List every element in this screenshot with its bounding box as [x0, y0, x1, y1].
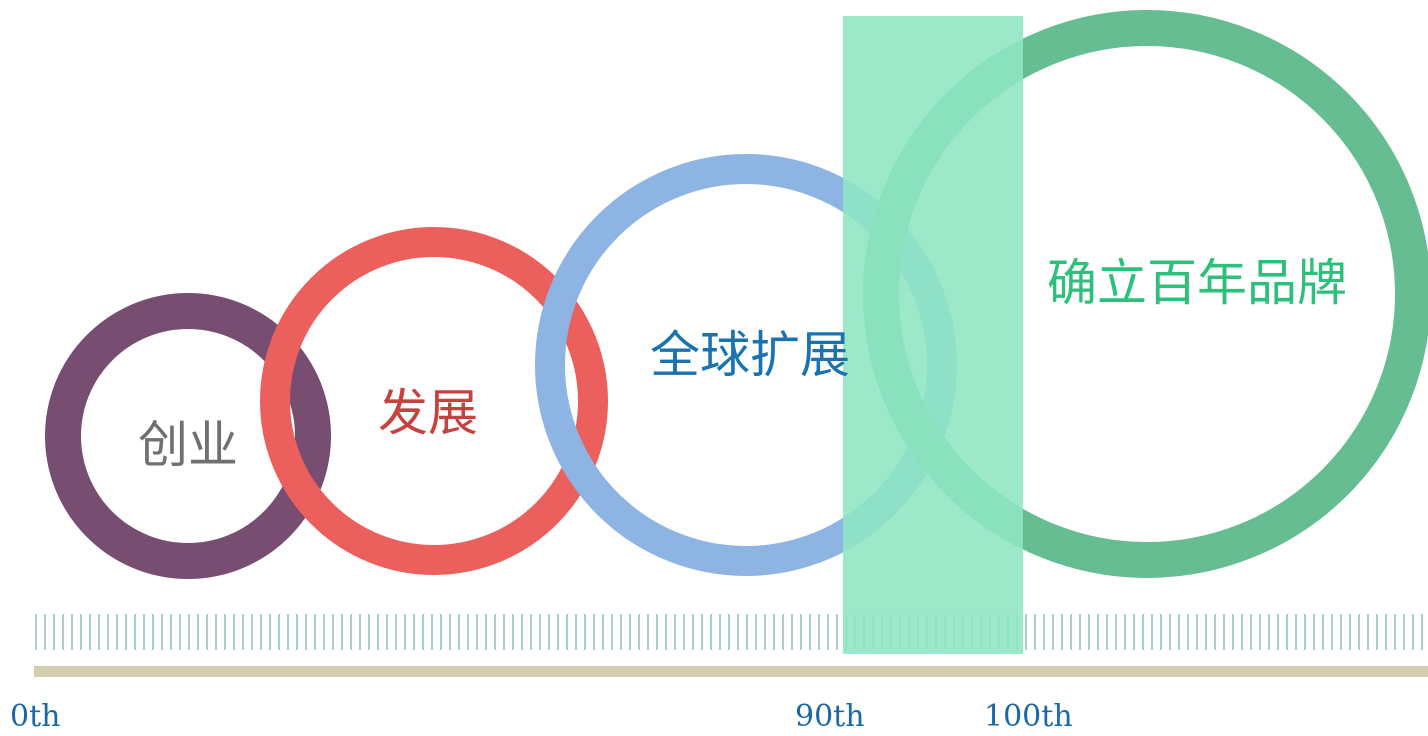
- timeline-ticks: [35, 614, 1423, 650]
- axis-label-100th: 100th: [984, 699, 1073, 734]
- stage-label-global-expansion: 全球扩展: [650, 326, 850, 384]
- axis-label-start: 0th: [10, 699, 61, 734]
- timeline-axis-bar: [34, 666, 1428, 677]
- stage-label-startup: 创业: [138, 416, 238, 474]
- stage-ring-growth: [260, 227, 608, 575]
- stage-ring-startup: [45, 293, 331, 579]
- stage-label-century-brand: 确立百年品牌: [1047, 254, 1347, 312]
- axis-label-90th: 90th: [795, 699, 865, 734]
- highlight-band: [843, 16, 1023, 654]
- stage-label-growth: 发展: [378, 384, 478, 442]
